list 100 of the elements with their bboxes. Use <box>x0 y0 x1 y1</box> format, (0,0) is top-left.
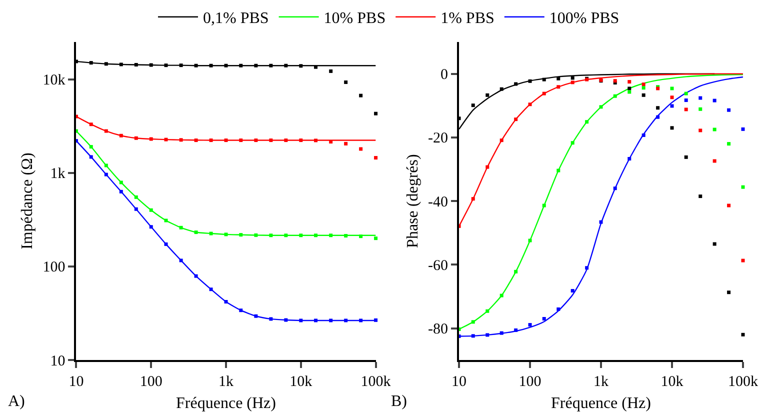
point <box>642 82 646 86</box>
point <box>698 96 702 100</box>
point <box>359 94 363 98</box>
point <box>209 64 213 68</box>
x-tick-label: 10k <box>290 374 313 390</box>
point <box>628 157 632 161</box>
point <box>613 94 617 98</box>
point <box>471 197 475 201</box>
line-series <box>459 73 743 227</box>
y-axis-title: Impédance (Ω) <box>19 152 36 250</box>
y-tick-label: 10 <box>50 353 66 370</box>
point <box>209 288 213 292</box>
point <box>500 294 504 298</box>
point <box>284 64 288 68</box>
point <box>359 234 363 238</box>
point <box>224 64 228 68</box>
point <box>570 289 574 293</box>
y-tick-label: -60 <box>428 258 448 274</box>
point <box>670 126 674 130</box>
point <box>670 104 674 108</box>
y-tick-label: 100 <box>42 260 66 276</box>
point <box>670 96 674 100</box>
point <box>314 234 318 238</box>
point <box>656 106 660 110</box>
point <box>299 318 303 322</box>
y-tick-label: -20 <box>428 130 448 147</box>
point <box>194 138 198 142</box>
point <box>500 138 504 142</box>
y-tick-label: -40 <box>428 194 448 210</box>
point <box>585 266 589 270</box>
x-tick-label: 1k <box>218 374 234 390</box>
point <box>209 232 213 236</box>
point <box>585 120 589 124</box>
point <box>471 104 475 108</box>
point <box>224 300 228 304</box>
point <box>314 318 318 322</box>
point <box>684 108 688 112</box>
point <box>486 93 490 97</box>
point <box>254 64 258 68</box>
point <box>556 307 560 311</box>
point <box>528 323 532 327</box>
point <box>514 270 518 274</box>
point <box>194 274 198 278</box>
point <box>359 147 363 151</box>
point <box>599 105 603 109</box>
point <box>359 318 363 322</box>
point <box>104 172 108 176</box>
point <box>239 308 243 312</box>
point <box>684 92 688 96</box>
text: A) <box>8 393 25 410</box>
point <box>149 225 153 229</box>
point <box>179 258 183 262</box>
y-tick-label: -80 <box>428 322 448 338</box>
point <box>514 328 518 332</box>
point <box>514 82 518 86</box>
legend-label: 10% PBS <box>324 10 386 28</box>
point <box>239 233 243 237</box>
point <box>570 80 574 84</box>
point <box>149 63 153 67</box>
point <box>239 138 243 142</box>
legend-label: 0,1% PBS <box>203 10 269 28</box>
x-tick-label: 1k <box>594 374 609 390</box>
point <box>486 165 490 169</box>
point <box>712 242 716 246</box>
point <box>500 331 504 335</box>
point <box>329 69 333 73</box>
legend-label: 1% PBS <box>440 10 494 28</box>
point <box>727 290 731 294</box>
point <box>254 314 258 318</box>
point <box>628 80 632 84</box>
point <box>344 318 348 322</box>
point <box>194 64 198 68</box>
point <box>209 138 213 142</box>
point <box>269 138 273 142</box>
y-tick-label: 1k <box>50 166 66 182</box>
point <box>164 218 168 222</box>
point <box>269 64 273 68</box>
point <box>727 142 731 146</box>
point <box>486 333 490 337</box>
point <box>344 80 348 84</box>
point <box>613 186 617 190</box>
y-tick-label: 10k <box>42 72 66 89</box>
point <box>89 145 93 149</box>
point <box>727 108 731 112</box>
point <box>628 86 632 90</box>
point <box>104 164 108 168</box>
point <box>344 234 348 238</box>
point <box>284 138 288 142</box>
point <box>471 334 475 338</box>
point <box>179 226 183 230</box>
point <box>179 138 183 142</box>
legend-label: 100% PBS <box>549 10 620 28</box>
x-tick-label: 100k <box>360 374 392 390</box>
point <box>528 79 532 83</box>
point <box>471 320 475 324</box>
point <box>628 90 632 94</box>
point <box>134 62 138 66</box>
point <box>119 134 123 138</box>
point <box>542 92 546 96</box>
point <box>727 204 731 208</box>
